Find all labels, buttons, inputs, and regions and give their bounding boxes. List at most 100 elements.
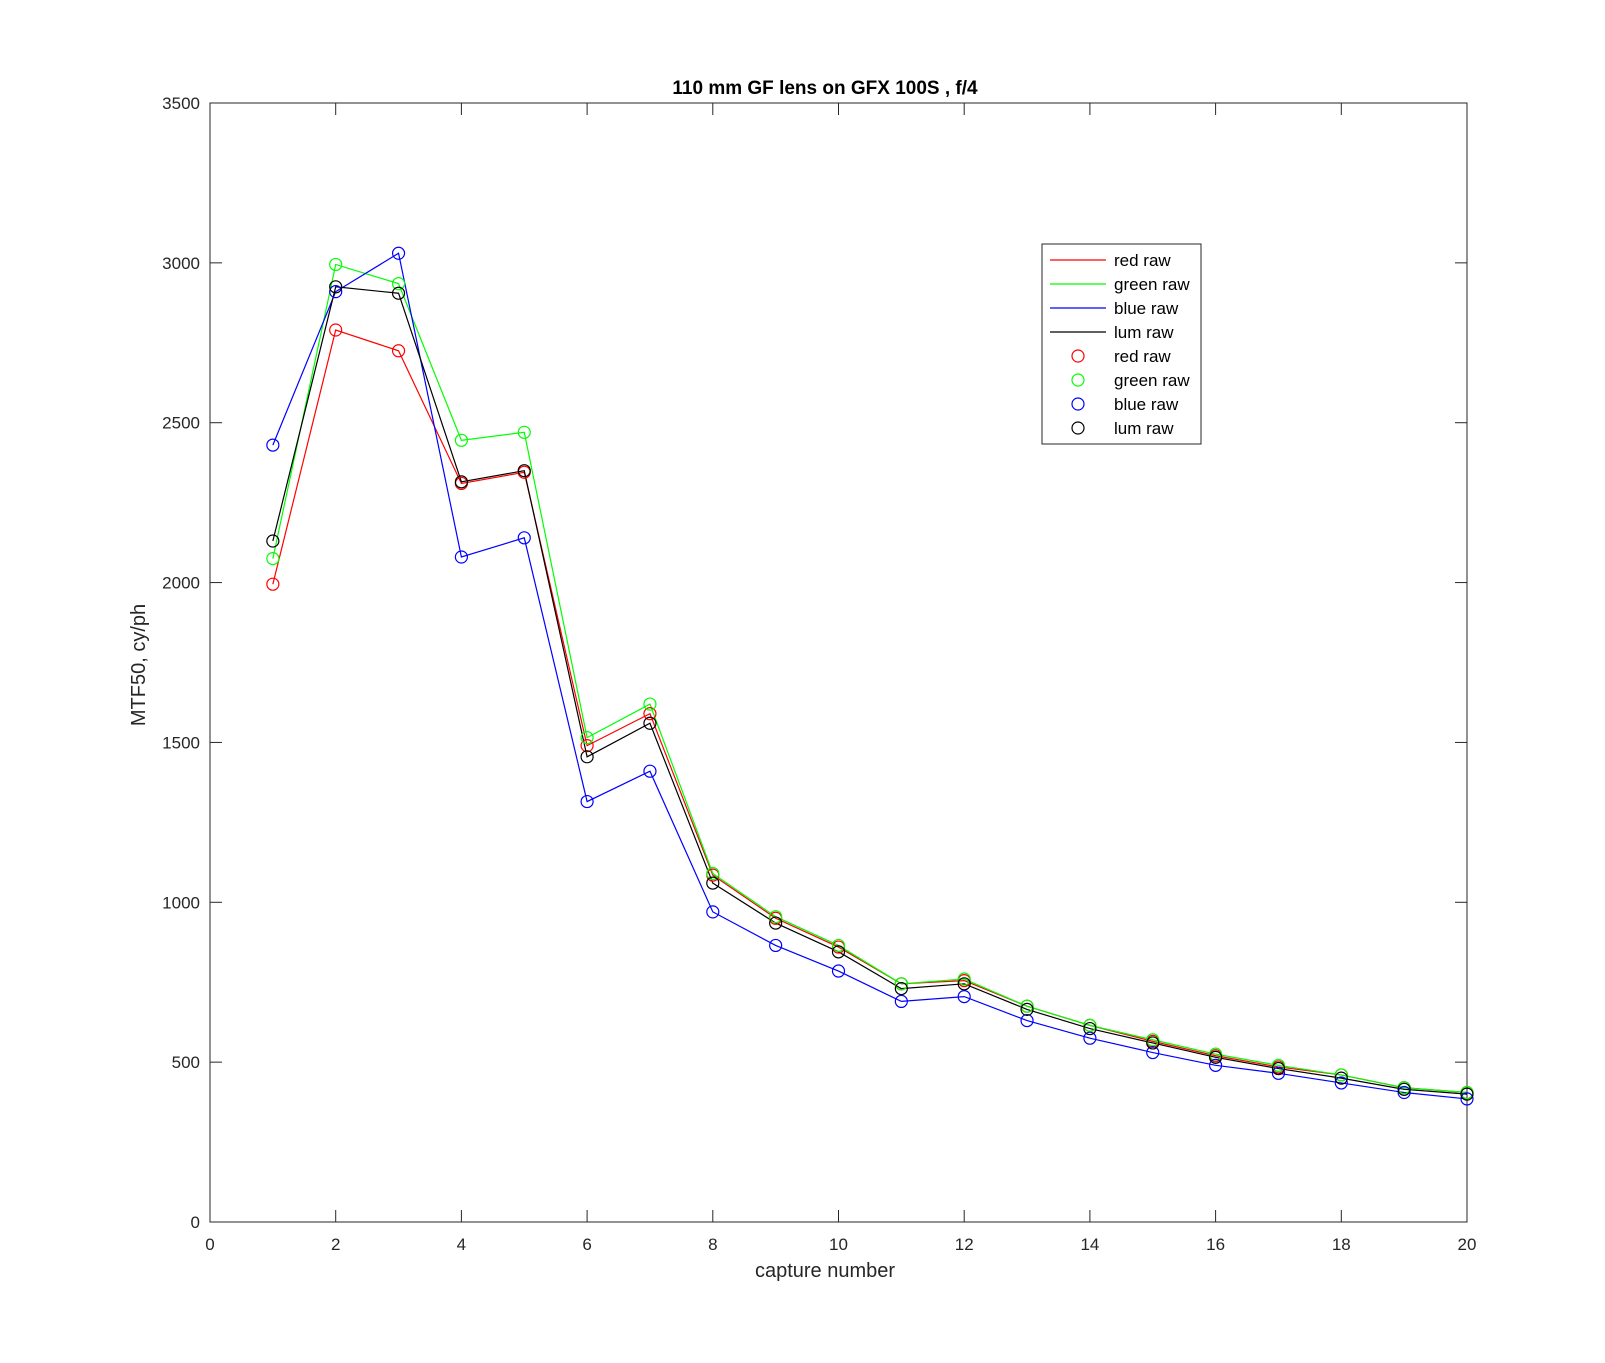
legend-circle-swatch xyxy=(1071,421,1085,435)
x-tick-label: 20 xyxy=(1458,1235,1477,1254)
x-tick-label: 0 xyxy=(205,1235,214,1254)
legend-circle-swatch xyxy=(1071,349,1085,363)
legend-entry-label: green raw xyxy=(1114,371,1190,390)
data-point-green-raw xyxy=(706,866,720,881)
data-point-green-raw xyxy=(957,972,971,986)
legend-circle-swatch xyxy=(1071,373,1085,387)
data-point-blue-raw xyxy=(1208,1058,1223,1072)
series-line-red-raw xyxy=(272,329,1468,1094)
data-point-green-raw xyxy=(831,938,846,953)
data-point-blue-raw xyxy=(454,550,468,564)
data-point-lum-raw xyxy=(1208,1050,1223,1064)
data-point-lum-raw xyxy=(391,286,406,300)
y-tick-label: 1000 xyxy=(162,893,200,912)
data-point-green-raw xyxy=(1334,1068,1348,1082)
data-point-green-raw xyxy=(769,910,783,924)
data-point-lum-raw xyxy=(769,916,783,930)
data-point-blue-raw xyxy=(706,905,720,919)
data-point-red-raw xyxy=(643,707,657,721)
data-point-red-raw xyxy=(391,344,406,358)
data-point-lum-raw xyxy=(1334,1071,1348,1085)
data-point-blue-raw xyxy=(643,764,657,778)
data-point-lum-raw xyxy=(894,982,908,996)
data-point-green-raw xyxy=(391,277,406,291)
data-point-red-raw xyxy=(580,739,594,753)
data-point-lum-raw xyxy=(957,977,971,991)
data-point-lum-raw xyxy=(1146,1036,1160,1050)
series-line-green-raw xyxy=(272,263,1468,1094)
x-tick-label: 14 xyxy=(1080,1235,1099,1254)
data-point-blue-raw xyxy=(1334,1076,1348,1090)
data-point-green-raw xyxy=(1083,1018,1097,1032)
data-point-blue-raw xyxy=(894,994,908,1008)
data-point-lum-raw xyxy=(1460,1087,1474,1101)
data-point-lum-raw xyxy=(831,945,846,959)
x-tick-label: 12 xyxy=(955,1235,974,1254)
data-point-lum-raw xyxy=(454,475,468,489)
data-point-green-raw xyxy=(1146,1033,1160,1047)
legend-entry-label: lum raw xyxy=(1114,323,1174,342)
data-point-green-raw xyxy=(1208,1047,1223,1061)
x-tick-label: 4 xyxy=(457,1235,466,1254)
data-point-blue-raw xyxy=(517,531,531,545)
data-point-blue-raw xyxy=(1397,1085,1411,1100)
data-point-green-raw xyxy=(1271,1058,1286,1072)
chart-title: 110 mm GF lens on GFX 100S , f/4 xyxy=(672,78,978,99)
data-point-lum-raw xyxy=(517,464,531,478)
x-tick-label: 18 xyxy=(1332,1235,1351,1254)
y-axis-label: MTF50, cy/ph xyxy=(128,604,150,726)
x-tick-label: 6 xyxy=(582,1235,591,1254)
x-tick-label: 2 xyxy=(331,1235,340,1254)
series-line-lum-raw xyxy=(272,286,1468,1095)
data-point-blue-raw xyxy=(266,438,280,452)
data-point-green-raw xyxy=(1020,999,1034,1013)
legend-entry-label: red raw xyxy=(1114,347,1171,366)
legend-entry-label: blue raw xyxy=(1114,299,1179,318)
y-tick-label: 0 xyxy=(191,1213,200,1232)
data-point-blue-raw xyxy=(1083,1031,1097,1045)
legend-entry-label: red raw xyxy=(1114,251,1171,270)
legend-box xyxy=(1041,243,1202,445)
data-point-lum-raw xyxy=(1083,1021,1097,1036)
legend-entry-label: lum raw xyxy=(1114,419,1174,438)
data-point-blue-raw xyxy=(957,990,971,1004)
y-tick-label: 3500 xyxy=(162,94,200,113)
data-point-green-raw xyxy=(517,425,531,439)
data-point-blue-raw xyxy=(1271,1066,1286,1080)
y-tick-label: 2000 xyxy=(162,574,200,593)
y-tick-label: 2500 xyxy=(162,414,200,433)
data-point-blue-raw xyxy=(1460,1092,1474,1106)
data-point-green-raw xyxy=(454,433,468,447)
data-point-blue-raw xyxy=(1020,1013,1034,1028)
data-point-lum-raw xyxy=(329,280,343,294)
data-point-red-raw xyxy=(329,323,343,337)
data-point-lum-raw xyxy=(643,716,657,730)
data-point-blue-raw xyxy=(769,938,783,953)
data-point-lum-raw xyxy=(1271,1061,1286,1076)
data-point-blue-raw xyxy=(329,285,343,299)
plot-area: 0 2 4 6 8 10 12 14 16 18 20 0 500 1000 1500 2000 2500 300… xyxy=(162,94,1476,1254)
data-point-green-raw xyxy=(894,977,908,991)
legend-entry-label: blue raw xyxy=(1114,395,1179,414)
data-point-green-raw xyxy=(580,731,594,745)
x-axis-label: capture number xyxy=(755,1260,895,1282)
data-point-lum-raw xyxy=(266,534,280,548)
data-point-blue-raw xyxy=(580,794,594,809)
data-point-blue-raw xyxy=(1146,1045,1160,1060)
x-tick-label: 8 xyxy=(708,1235,717,1254)
data-point-blue-raw xyxy=(831,964,846,978)
data-point-lum-raw xyxy=(580,750,594,764)
y-tick-label: 3000 xyxy=(162,254,200,273)
data-point-green-raw xyxy=(643,697,657,711)
x-tick-label: 10 xyxy=(829,1235,848,1254)
series-line-blue-raw xyxy=(272,252,1468,1100)
legend-circle-swatch xyxy=(1071,397,1085,411)
y-tick-label: 1500 xyxy=(162,733,200,752)
data-point-green-raw xyxy=(266,551,280,566)
legend-entry-label: green raw xyxy=(1114,275,1190,294)
y-tick-label: 500 xyxy=(172,1053,200,1072)
x-tick-label: 16 xyxy=(1206,1235,1225,1254)
